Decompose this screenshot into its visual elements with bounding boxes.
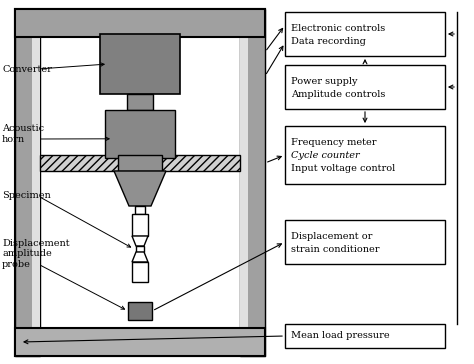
Bar [132,262,148,282]
Bar [240,9,265,356]
Bar [285,126,445,184]
Text: Displacement or: Displacement or [291,232,373,241]
Text: Acoustic
horn: Acoustic horn [2,124,44,144]
Bar [40,37,240,328]
Bar [285,65,445,109]
Bar [15,9,40,356]
Bar [118,155,162,171]
Bar [100,34,180,94]
Bar [105,110,175,158]
Bar [32,37,40,328]
Text: Amplitude controls: Amplitude controls [291,90,385,99]
Bar [127,94,153,110]
Text: Mean load pressure: Mean load pressure [291,332,390,340]
Bar [136,246,144,252]
Bar [15,9,265,356]
Polygon shape [114,171,166,206]
Text: Data recording: Data recording [291,37,366,46]
Bar [135,206,145,214]
Bar [128,302,152,320]
Text: Converter: Converter [2,64,52,74]
Text: Cycle counter: Cycle counter [291,151,360,160]
Bar [285,12,445,56]
Bar [15,328,265,356]
Text: Power supply: Power supply [291,77,357,86]
Text: Electronic controls: Electronic controls [291,24,385,33]
Text: Frequency meter: Frequency meter [291,138,376,147]
Bar [40,155,240,171]
Bar [285,220,445,264]
Text: Specimen: Specimen [2,191,51,201]
Bar [15,9,265,37]
Bar [285,324,445,348]
Polygon shape [132,236,148,246]
Text: Displacement
amplitude
probe: Displacement amplitude probe [2,239,70,269]
Text: Input voltage control: Input voltage control [291,164,395,173]
Polygon shape [132,252,148,262]
Bar [240,37,248,328]
Bar [132,214,148,236]
Text: strain conditioner: strain conditioner [291,245,380,254]
